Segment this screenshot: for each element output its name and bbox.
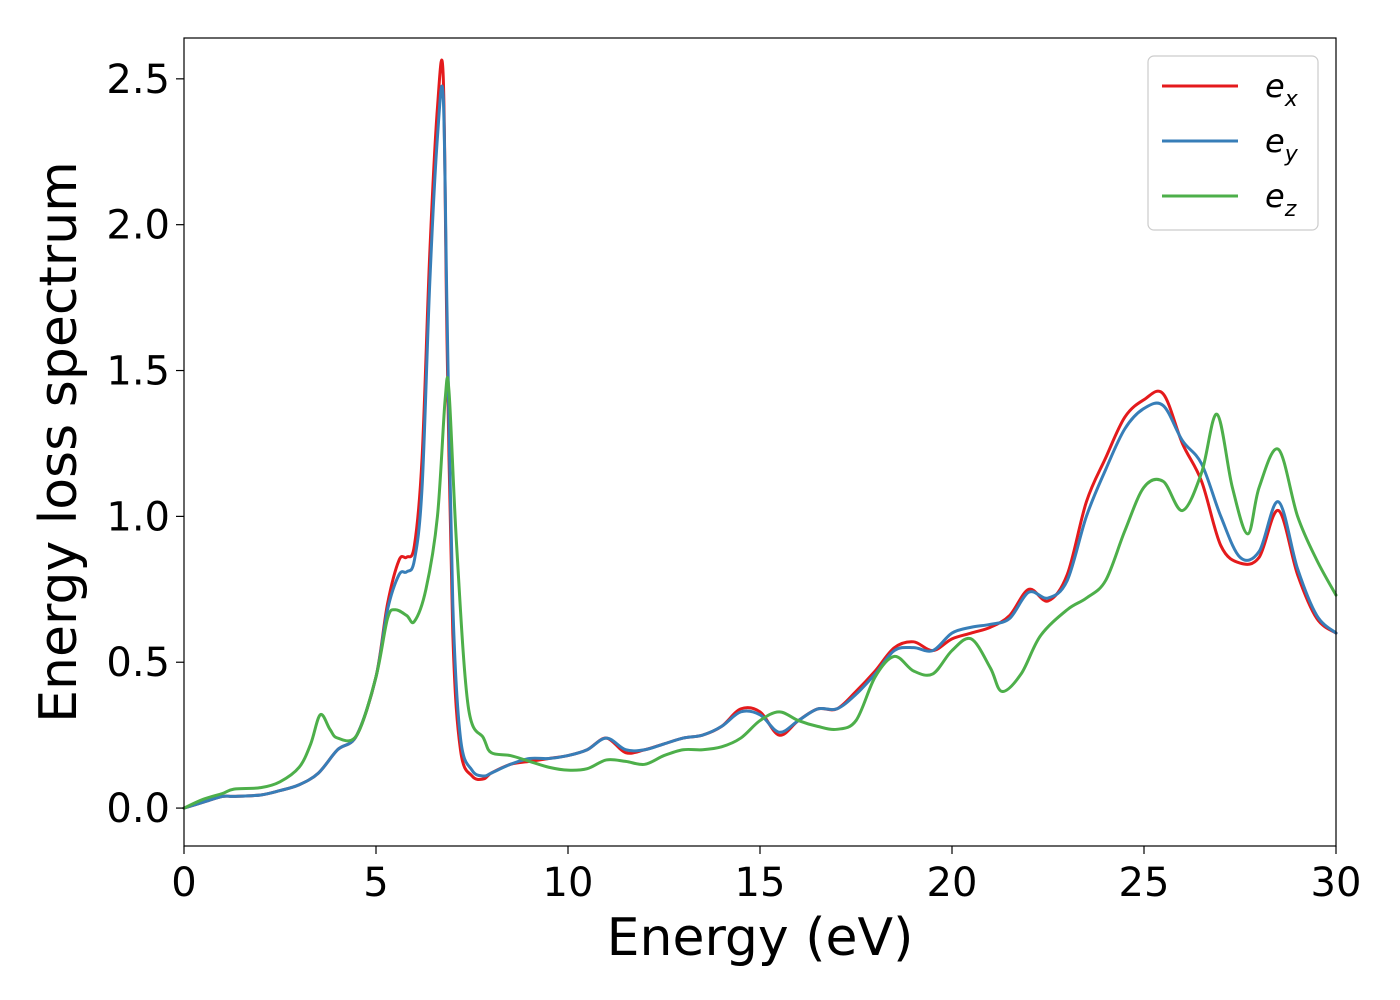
x-tick-label: 30 [1311,860,1362,906]
y-tick-label: 0.5 [106,640,170,686]
y-axis-label: Energy loss spectrum [29,161,89,723]
x-tick-label: 20 [927,860,978,906]
x-tick-label: 15 [735,860,786,906]
y-tick-label: 1.5 [106,349,170,395]
y-tick-label: 2.5 [106,57,170,103]
x-axis: 0 5 10 15 20 25 30 [171,846,1361,906]
series-line-z [182,376,1338,810]
x-tick-label: 0 [171,860,196,906]
y-tick-label: 0.0 [106,786,170,832]
x-tick-label: 10 [543,860,594,906]
y-axis: 0.0 0.5 1.0 1.5 2.0 2.5 [106,57,184,832]
x-axis-label: Energy (eV) [607,908,914,968]
y-tick-label: 1.0 [106,494,170,540]
x-tick-label: 25 [1119,860,1170,906]
series-line-y [182,84,1338,810]
legend-label-z: ez [1265,177,1297,222]
x-tick-label: 5 [363,860,388,906]
series-layer [182,58,1338,810]
legend-box [1147,55,1319,231]
legend: ex ey ez [1147,55,1319,231]
legend-label-y: ey [1265,122,1299,167]
y-tick-label: 2.0 [106,203,170,249]
legend-label-x: ex [1265,67,1299,112]
